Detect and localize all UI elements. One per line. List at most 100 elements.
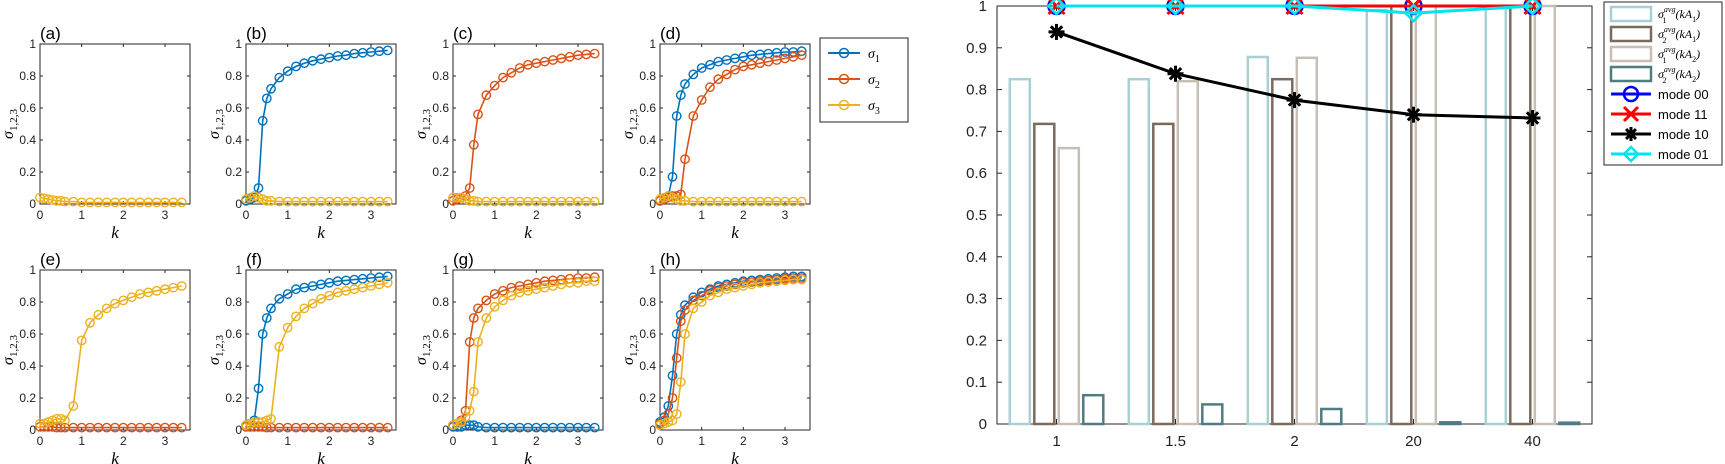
data-point — [589, 196, 600, 207]
data-point — [680, 79, 690, 89]
data-point — [663, 191, 674, 201]
y-tick-label: 0.2 — [19, 391, 36, 405]
y-axis-label: σ1,2,3 — [620, 335, 640, 365]
y-tick-label: 0.6 — [432, 327, 449, 341]
data-point — [55, 195, 66, 206]
x-tick-label: 1 — [491, 434, 498, 448]
y-tick-label: 0.8 — [19, 69, 36, 83]
legend-right: σavg 1 (kA1)σavg 2 (kA1)σavg 1 (kA2)σavg 2 (kA2)… — [1603, 1, 1723, 166]
x-tick-label: 1.5 — [1165, 433, 1186, 450]
series-0 — [241, 45, 393, 206]
data-point — [506, 290, 517, 301]
y-axis-label: σ1,2,3 — [206, 109, 226, 139]
x-tick-label: 2 — [740, 434, 747, 448]
y-axis-label-sub: 1,2,3 — [628, 335, 640, 358]
data-point — [481, 313, 492, 323]
data-point — [382, 422, 393, 433]
data-point — [68, 401, 79, 411]
y-tick-label: 0.2 — [19, 165, 36, 179]
y-tick-label: 0.8 — [639, 295, 656, 309]
legend-label-base: σ — [868, 73, 876, 88]
legend-label-base: σ — [1658, 67, 1665, 81]
data-point — [382, 196, 393, 207]
y-tick-label: 0.4 — [19, 133, 36, 147]
y-axis-label-sub: 1,2,3 — [421, 335, 433, 358]
data-point — [316, 293, 326, 304]
data-point — [274, 72, 285, 83]
series-line — [40, 285, 182, 425]
x-tick-label: 2 — [326, 208, 333, 222]
data-point — [514, 63, 525, 73]
legend-label-sub: 2 — [1662, 76, 1666, 85]
y-axis-label-base: σ — [206, 356, 223, 365]
data-point — [249, 191, 260, 201]
legend-marker — [1622, 85, 1640, 103]
data-point — [464, 405, 475, 416]
right-bar-chart: 0 0.1 0.2 0.3 0.4 0.5 0.6 0.7 0.8 0.9 1 1 1.5 2 20 40 — [966, 0, 1593, 450]
y-axis-label: σ1,2,3 — [620, 109, 640, 139]
x-tick-label: 3 — [368, 208, 375, 222]
y-tick-label: 0 — [29, 197, 36, 211]
data-point — [266, 413, 276, 424]
data-point — [253, 192, 264, 203]
data-point — [675, 377, 686, 387]
legend-entry: σavg 1 (kA1) — [1609, 5, 1700, 25]
y-axis-label-base: σ — [620, 130, 637, 139]
data-point — [671, 409, 682, 419]
series-0 — [655, 46, 807, 206]
legend-swatch — [1609, 45, 1653, 63]
line-series-3 — [1046, 0, 1543, 23]
y-axis-label: σ1,2,3 — [206, 335, 226, 365]
data-point — [696, 95, 707, 105]
bar — [1533, 4, 1557, 426]
x-axis-label: k — [111, 223, 119, 242]
legend-box — [1603, 1, 1723, 166]
series-line — [245, 275, 388, 426]
legend-swatch — [1609, 5, 1653, 23]
legend-swatch — [1609, 65, 1653, 83]
axes-box — [996, 5, 1593, 425]
data-point — [667, 192, 678, 203]
y-tick-label: 1 — [979, 0, 987, 15]
x-tick-label: 3 — [162, 208, 169, 222]
data-point — [696, 63, 707, 73]
y-axis-label-sub: 1,2,3 — [8, 109, 20, 132]
data-point — [1286, 92, 1303, 109]
y-tick-label: 0.2 — [225, 165, 242, 179]
legend-marker — [1624, 127, 1638, 141]
data-point — [589, 422, 600, 433]
series-line — [39, 196, 182, 204]
data-point — [1048, 23, 1065, 40]
legend-label-argsub: 2 — [1692, 75, 1696, 84]
data-point — [282, 289, 293, 299]
y-tick-label: 1 — [649, 263, 656, 277]
bar — [1008, 77, 1032, 426]
data-point — [110, 298, 120, 309]
data-point — [291, 61, 301, 72]
series-line — [245, 282, 388, 426]
bar — [1439, 421, 1462, 426]
panel-label: (d) — [660, 24, 681, 43]
x-tick-label: 0 — [657, 208, 664, 222]
legend-swatch — [1609, 25, 1653, 43]
y-axis-label: σ1,2,3 — [0, 335, 20, 365]
y-axis-label-base: σ — [0, 356, 17, 365]
data-point — [705, 59, 715, 70]
bar — [1320, 407, 1343, 426]
y-tick-label: 1 — [235, 263, 242, 277]
legend-entry: σavg 2 (kA1) — [1609, 25, 1700, 45]
bar — [1201, 403, 1224, 426]
series-line — [245, 49, 388, 202]
data-point — [101, 303, 112, 314]
data-point — [1046, 0, 1067, 16]
data-point — [382, 45, 393, 56]
bar — [1246, 55, 1270, 426]
legend-label-arg: (kA — [1675, 67, 1692, 81]
marker-stroke — [1049, 25, 1064, 39]
panel-f: 0 0.2 0.4 0.6 0.8 1 0 1 2 3 (f) k σ1,2,3 — [206, 250, 397, 464]
data-point — [241, 194, 251, 205]
legend-entry: σavg 2 (kA2) — [1609, 65, 1700, 85]
legend-label-close: ) — [1695, 47, 1700, 61]
data-point — [675, 195, 686, 206]
line-series-2 — [1048, 23, 1541, 127]
